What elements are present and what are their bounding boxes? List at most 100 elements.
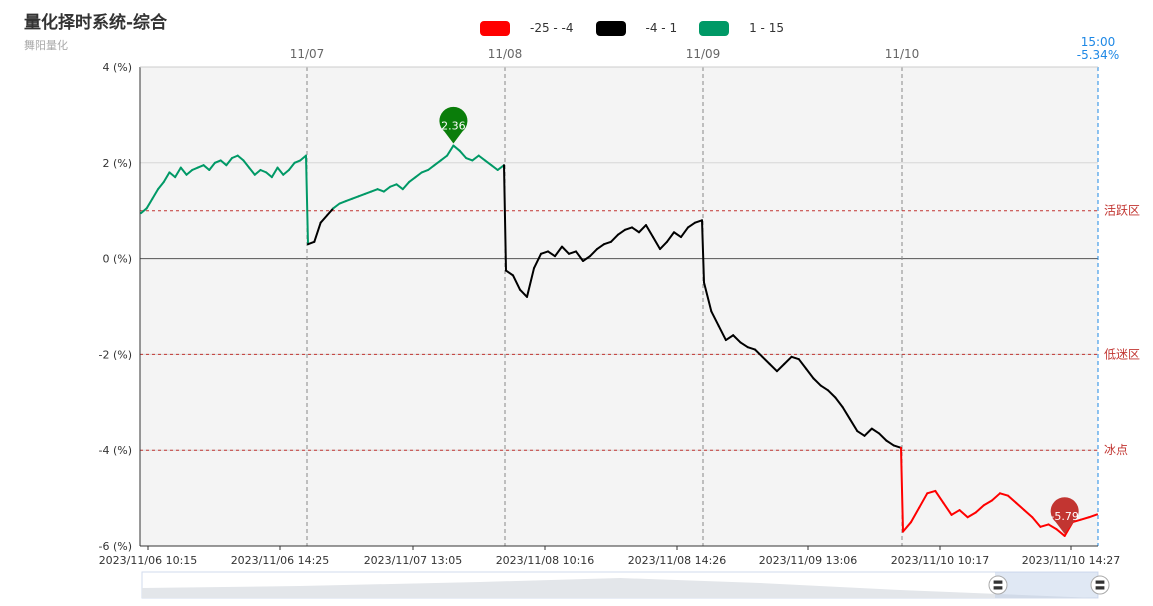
series-segment bbox=[1079, 516, 1090, 521]
series-segment bbox=[389, 183, 398, 188]
series-segment bbox=[841, 406, 851, 421]
series-segment bbox=[162, 171, 171, 183]
series-segment bbox=[270, 166, 279, 179]
y-tick-label: 2 (%) bbox=[102, 157, 132, 170]
series-segment bbox=[582, 255, 591, 262]
series-segment bbox=[496, 164, 505, 171]
series-segment bbox=[319, 214, 328, 224]
series-segment bbox=[332, 202, 341, 210]
series-segment bbox=[219, 159, 228, 167]
series-segment bbox=[701, 219, 705, 284]
zone-label: 活跃区 bbox=[1104, 204, 1140, 218]
series-segment bbox=[236, 154, 245, 162]
series-segment bbox=[596, 243, 605, 251]
series-segment bbox=[401, 180, 411, 191]
series-segment bbox=[225, 157, 234, 167]
series-segment bbox=[145, 197, 154, 210]
series-segment bbox=[666, 231, 675, 243]
series-segment bbox=[140, 207, 148, 215]
slider-left-handle-grip: 〓 bbox=[993, 579, 1004, 592]
min-pin bbox=[1050, 497, 1079, 534]
series-segment bbox=[950, 509, 961, 516]
series-segment bbox=[307, 240, 316, 246]
series-segment bbox=[982, 499, 993, 507]
y-tick-label: 0 (%) bbox=[102, 253, 132, 266]
legend-item-low[interactable]: -25 - -4 bbox=[480, 20, 574, 36]
chart-title: 量化择时系统-综合 bbox=[24, 13, 168, 33]
series-segment bbox=[790, 355, 800, 361]
series-segment bbox=[512, 274, 521, 291]
series-segment bbox=[196, 164, 205, 169]
slider-left-handle[interactable] bbox=[988, 575, 1008, 595]
series-segment bbox=[1055, 528, 1066, 537]
series-segment bbox=[768, 362, 778, 373]
series-segment bbox=[631, 226, 640, 234]
series-segment bbox=[265, 171, 273, 179]
series-segment bbox=[420, 168, 430, 174]
series-segment bbox=[185, 168, 194, 176]
series-segment bbox=[503, 164, 507, 272]
series-segment bbox=[338, 200, 347, 205]
series-segment bbox=[458, 149, 468, 160]
series-segment bbox=[746, 346, 757, 351]
series-segment bbox=[739, 341, 749, 349]
series-segment bbox=[259, 168, 268, 174]
series-segment bbox=[1047, 523, 1058, 531]
slider-right-handle[interactable] bbox=[1090, 575, 1110, 595]
series-segment bbox=[999, 492, 1010, 497]
y-tick-label: -2 (%) bbox=[99, 348, 133, 361]
series-segment bbox=[505, 269, 514, 277]
chart-legend: -25 - -4 -4 - 1 1 - 15 bbox=[480, 20, 806, 36]
slider-preview bbox=[142, 578, 1096, 598]
x-tick-label: 2023/11/10 14:27 bbox=[1022, 554, 1121, 567]
series-segment bbox=[834, 396, 844, 409]
series-segment bbox=[603, 240, 612, 246]
series-segment bbox=[827, 389, 837, 399]
series-segment bbox=[248, 166, 256, 176]
series-segment bbox=[433, 159, 442, 167]
x-tick-label: 2023/11/06 10:15 bbox=[99, 554, 198, 567]
series-segment bbox=[427, 164, 436, 171]
legend-swatch-high bbox=[699, 20, 730, 36]
series-segment bbox=[202, 164, 211, 171]
series-segment bbox=[617, 228, 626, 236]
series-segment bbox=[710, 310, 720, 327]
series-segment bbox=[848, 418, 859, 433]
series-segment bbox=[414, 171, 423, 179]
legend-swatch-low bbox=[480, 20, 510, 36]
series-segment bbox=[484, 159, 493, 167]
series-segment bbox=[892, 444, 902, 449]
series-segment bbox=[958, 509, 969, 519]
end-marker-time: 15:00 bbox=[1081, 35, 1116, 49]
x-tick-label: 2023/11/06 14:25 bbox=[231, 554, 330, 567]
day-label: 11/10 bbox=[885, 47, 920, 61]
series-segment bbox=[208, 161, 216, 171]
legend-item-mid[interactable]: -4 - 1 bbox=[595, 20, 677, 36]
series-segment bbox=[293, 159, 302, 164]
series-segment bbox=[179, 166, 188, 176]
series-segment bbox=[382, 185, 392, 193]
y-tick-label: -6 (%) bbox=[99, 540, 133, 553]
series-segment bbox=[439, 154, 449, 162]
series-segment bbox=[471, 154, 480, 162]
series-segment bbox=[408, 176, 417, 183]
series-segment bbox=[575, 250, 584, 262]
series-segment bbox=[540, 250, 549, 255]
day-label: 11/09 bbox=[686, 47, 721, 61]
legend-item-high[interactable]: 1 - 15 bbox=[699, 20, 784, 36]
legend-label-high: 1 - 15 bbox=[749, 21, 784, 35]
min-pin-label: -5.79 bbox=[1050, 510, 1078, 523]
series-segment bbox=[610, 233, 619, 243]
x-tick-label: 2023/11/10 10:17 bbox=[891, 554, 990, 567]
series-segment bbox=[624, 226, 633, 231]
chart-subtitle: 舞阳量化 bbox=[24, 39, 68, 52]
series-segment bbox=[151, 188, 160, 200]
series-segment bbox=[659, 240, 668, 251]
series-segment bbox=[526, 267, 535, 298]
series-segment bbox=[490, 164, 499, 171]
x-tick-label: 2023/11/08 14:26 bbox=[628, 554, 727, 567]
series-segment bbox=[561, 245, 570, 255]
series-segment bbox=[652, 236, 661, 251]
plot-background bbox=[140, 67, 1098, 546]
